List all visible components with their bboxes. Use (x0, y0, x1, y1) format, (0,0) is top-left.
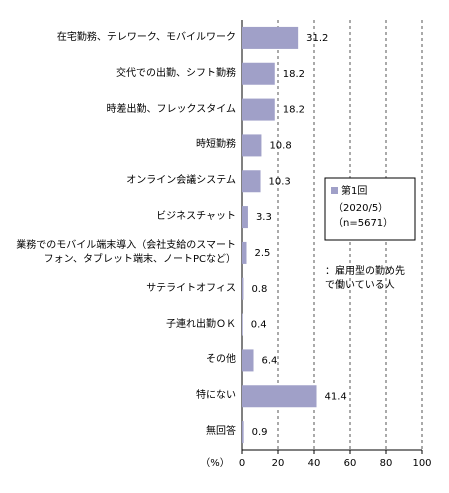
bar (242, 206, 248, 229)
y-tick-label: サテライトオフィス (146, 282, 236, 294)
bar (242, 421, 244, 444)
bar (242, 313, 243, 336)
value-label: 3.3 (256, 212, 272, 223)
y-tick-label: 時短勤務 (196, 139, 236, 151)
x-tick-label: 0 (239, 458, 245, 469)
y-tick-label: オンライン会議システム (126, 175, 236, 187)
y-tick-label: 特にない (196, 390, 236, 402)
bar (242, 170, 261, 193)
value-label: 18.2 (283, 105, 305, 116)
bar (242, 134, 262, 157)
x-tick-label: 60 (344, 458, 357, 469)
value-label: 0.9 (252, 427, 268, 438)
value-label: 31.2 (306, 33, 328, 44)
legend-note: （2020/5） (333, 202, 388, 214)
value-label: 0.4 (251, 320, 267, 331)
bar (242, 277, 244, 300)
value-label: 6.4 (262, 355, 278, 366)
bar (242, 98, 275, 121)
x-unit-label: （%） (200, 457, 230, 469)
legend-box (324, 177, 416, 241)
y-tick-label: 在宅勤務、テレワーク、モバイルワーク (56, 31, 236, 43)
value-label: 41.4 (325, 391, 347, 402)
value-label: 10.8 (269, 140, 291, 151)
y-tick-label: その他 (206, 354, 236, 366)
legend-label: 第1回 (341, 184, 367, 197)
y-tick-label: 時差出勤、フレックスタイム (106, 103, 237, 115)
x-tick-label: 20 (272, 458, 285, 469)
annotation: ：雇用型の勤め先 で働いている人 (325, 266, 405, 291)
y-tick-label: 無回答 (206, 426, 236, 438)
x-tick-label: 80 (380, 458, 393, 469)
legend-note: （n=5671） (333, 217, 393, 229)
bar (242, 349, 254, 372)
value-label: 18.2 (283, 69, 305, 80)
bar (242, 241, 247, 264)
x-tick-label: 40 (308, 458, 321, 469)
legend-swatch (331, 187, 338, 194)
value-label: 2.5 (255, 248, 271, 259)
value-label: 0.8 (251, 284, 267, 295)
y-tick-label: 交代での出勤、シフト勤務 (116, 67, 236, 79)
bar (242, 26, 299, 49)
y-tick-label: 業務でのモバイル端末導入（会社支給のスマート フォン、タブレット端末、ノートPC… (16, 239, 236, 265)
y-tick-label: 子連れ出勤ＯＫ (166, 318, 236, 330)
y-tick-label: ビジネスチャット (156, 211, 236, 223)
bar (242, 385, 317, 408)
bar (242, 62, 275, 85)
x-tick-label: 100 (412, 458, 431, 469)
value-label: 10.3 (269, 176, 291, 187)
